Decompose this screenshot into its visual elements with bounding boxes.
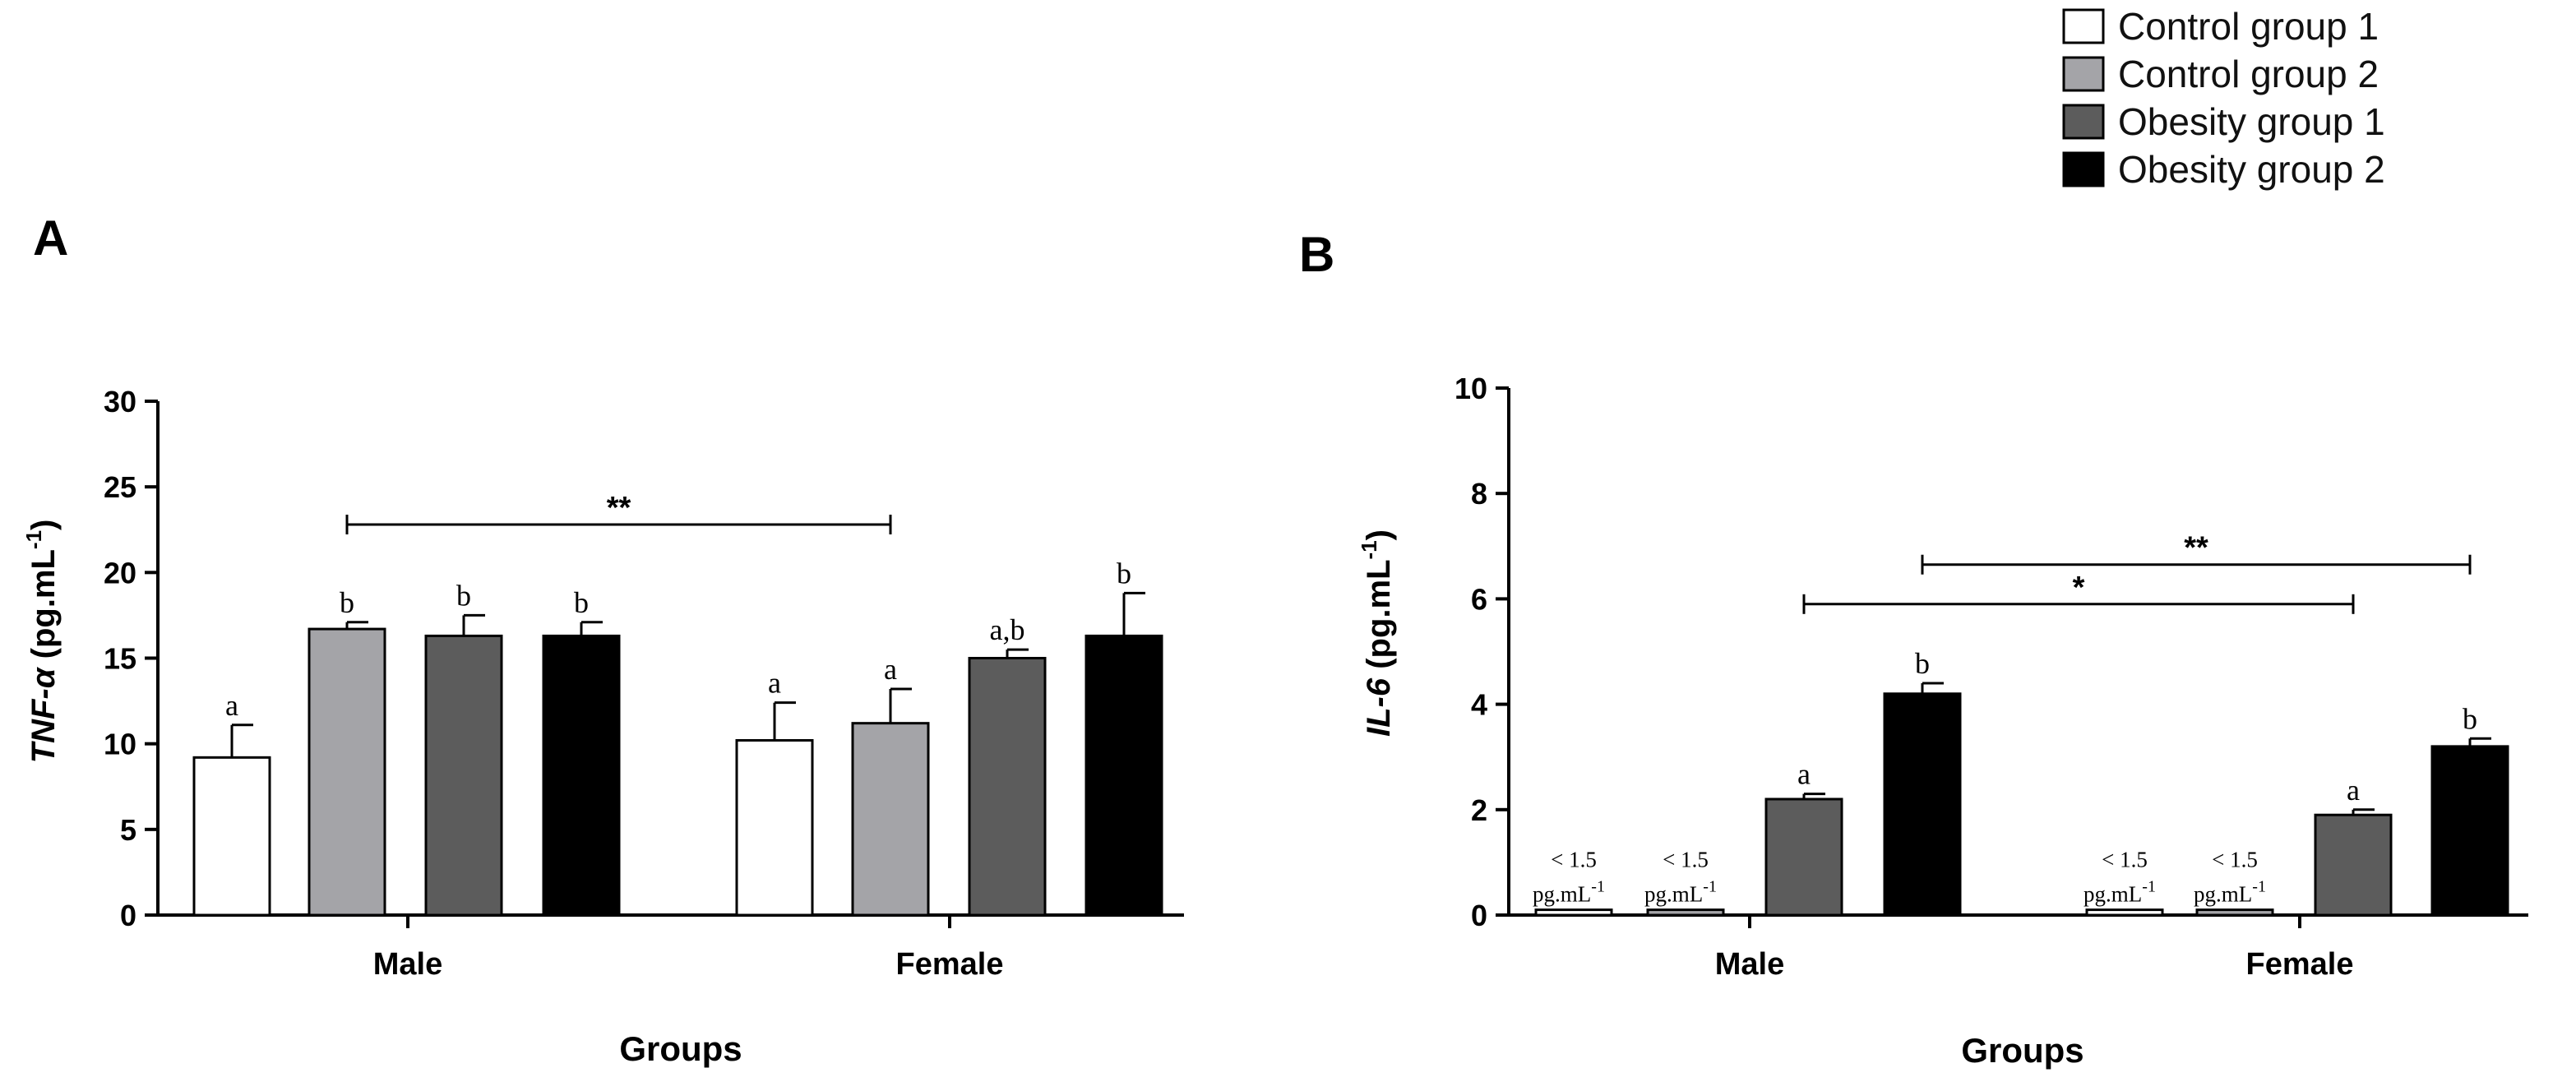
y-axis-label-b: IL-6 (pg.mL-1) — [1357, 529, 1397, 737]
svg-text:IL-6 (pg.mL-1): IL-6 (pg.mL-1) — [1357, 529, 1397, 737]
y-tick-label: 15 — [104, 642, 136, 676]
y-label-rest-a: (pg.mL — [25, 549, 62, 668]
legend-swatch-4 — [2062, 151, 2105, 187]
lod-sup: -1 — [2142, 878, 2156, 896]
y-tick-label: 4 — [1471, 688, 1487, 722]
lod-sup: -1 — [2252, 878, 2266, 896]
y-tick-label: 5 — [120, 813, 136, 847]
bar — [2430, 745, 2509, 917]
panel-label-b: B — [1299, 227, 1334, 282]
bar — [1883, 692, 1962, 917]
y-axis-label-a: TNF-α (pg.mL-1) — [21, 520, 62, 764]
bar — [424, 634, 503, 917]
y-label-rest-b: (pg.mL — [1361, 559, 1397, 677]
bar — [1534, 908, 1613, 917]
bar — [542, 634, 621, 917]
x-axis-label-b: Groups — [1961, 1031, 2083, 1070]
lod-line2: pg.mL-1 — [1644, 878, 1717, 907]
significance-letter: b — [2463, 702, 2477, 735]
bar — [1646, 908, 1725, 917]
y-tick-label: 25 — [104, 470, 136, 504]
y-tick-label: 10 — [1454, 372, 1487, 405]
y-label-close-b: ) — [1361, 529, 1397, 540]
lod-line1: < 1.5 — [2102, 848, 2148, 872]
y-label-italic-a: TNF-α — [25, 666, 62, 763]
plot-area-b: 0 2 4 6 8 10 Male Female < 1.5 pg.mL-1 < 1.5 pg.mL-… — [1454, 372, 2528, 982]
y-label-sup-a: -1 — [21, 530, 46, 549]
significance-letter: b — [1117, 557, 1131, 589]
y-label-italic-b: IL-6 — [1361, 677, 1397, 737]
legend-swatch-1 — [2062, 8, 2105, 44]
x-tick-label: Male — [1715, 947, 1784, 982]
legend-label-1: Control group 1 — [2118, 5, 2379, 48]
x-tick-label: Male — [373, 947, 442, 982]
significance-letter: a — [768, 667, 781, 700]
legend-label-2: Control group 2 — [2118, 53, 2379, 95]
legend-swatch-2 — [2062, 56, 2105, 92]
significance-letter: a — [1797, 758, 1811, 791]
y-tick-label: 8 — [1471, 477, 1487, 511]
x-axis-label-a: Groups — [619, 1029, 742, 1068]
bar — [735, 739, 814, 917]
panel-a: A TNF-α (pg.mL-1) Groups 0 5 10 15 20 25 30 Mal… — [21, 210, 1184, 1068]
significance-letter: b — [574, 586, 589, 619]
legend: Control group 1 Control group 2 Obesity gr… — [2062, 5, 2385, 191]
significance-letter: b — [456, 579, 471, 612]
y-label-close-a: ) — [25, 520, 62, 530]
significance-letter: a — [225, 689, 238, 722]
y-tick-label: 6 — [1471, 582, 1487, 616]
y-tick-label: 10 — [104, 728, 136, 761]
bar — [968, 657, 1047, 917]
lod-line2: pg.mL-1 — [1533, 878, 1605, 907]
bar — [851, 722, 930, 917]
lod-line2: pg.mL-1 — [2083, 878, 2156, 907]
significance-letter: a,b — [990, 613, 1025, 646]
svg-text:TNF-α (pg.mL-1): TNF-α (pg.mL-1) — [21, 520, 62, 764]
lod-line1: < 1.5 — [1551, 848, 1597, 872]
y-tick-label: 30 — [104, 385, 136, 418]
lod-sup: -1 — [1591, 878, 1605, 896]
panel-label-a: A — [33, 210, 68, 266]
bar — [2085, 908, 2164, 917]
bar — [2195, 908, 2274, 917]
significance-letter: b — [1915, 647, 1930, 680]
x-tick-label: Female — [896, 947, 1004, 982]
legend-label-3: Obesity group 1 — [2118, 100, 2385, 143]
bar — [308, 627, 386, 917]
significance-stars: * — [2073, 571, 2085, 605]
bar — [192, 756, 271, 917]
y-tick-label: 20 — [104, 556, 136, 589]
lod-line1: < 1.5 — [2212, 848, 2258, 872]
significance-stars: ** — [607, 491, 631, 525]
significance-letter: a — [2347, 774, 2360, 807]
y-tick-label: 0 — [120, 899, 136, 932]
legend-swatch-3 — [2062, 104, 2105, 140]
y-tick-label: 2 — [1471, 793, 1487, 827]
x-tick-label: Female — [2246, 947, 2354, 982]
y-tick-label: 0 — [1471, 899, 1487, 932]
y-label-sup-b: -1 — [1357, 540, 1381, 559]
bar — [1764, 797, 1843, 917]
bar — [2314, 813, 2393, 917]
lod-sup: -1 — [1703, 878, 1717, 896]
significance-letter: b — [340, 586, 354, 619]
bar — [1085, 634, 1163, 917]
legend-label-4: Obesity group 2 — [2118, 148, 2385, 191]
plot-area-a: 0 5 10 15 20 25 30 Male Female a a b a b a,b b b ** — [104, 385, 1184, 982]
lod-line2: pg.mL-1 — [2194, 878, 2266, 907]
lod-line1: < 1.5 — [1663, 848, 1709, 872]
significance-stars: ** — [2184, 531, 2208, 566]
significance-letter: a — [884, 653, 897, 686]
